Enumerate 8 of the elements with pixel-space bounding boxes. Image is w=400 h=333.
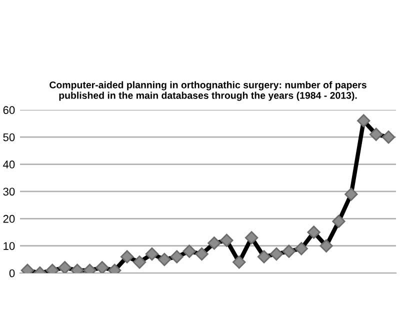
y-tick-label: 20	[3, 214, 15, 223]
chart-title: Computer-aided planning in orthognathic surgery: number of papers published in the main databases through the years (1984 - 2013).	[50, 81, 366, 101]
y-tick-label: 60	[3, 106, 15, 114]
y-tick-label: 40	[3, 160, 15, 168]
y-tick-label: 10	[4, 242, 15, 250]
y-tick-label: 0	[9, 269, 15, 278]
y-tick-label: 30	[3, 188, 15, 196]
y-tick-label: 50	[3, 133, 15, 142]
